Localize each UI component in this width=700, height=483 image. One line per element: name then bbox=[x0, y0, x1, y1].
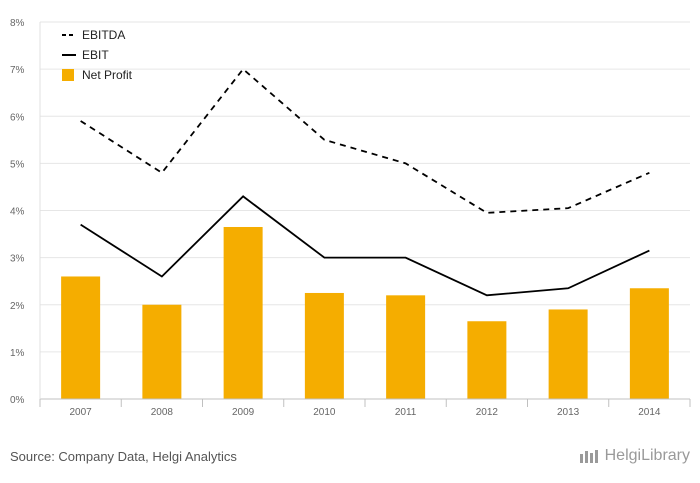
bar bbox=[223, 226, 263, 399]
bar bbox=[61, 276, 101, 399]
y-tick-label: 2% bbox=[10, 301, 25, 312]
x-tick-label: 2008 bbox=[151, 407, 174, 418]
y-tick-label: 7% bbox=[10, 65, 25, 76]
line-series bbox=[80, 67, 650, 297]
x-tick-label: 2012 bbox=[476, 407, 499, 418]
grid bbox=[40, 21, 690, 353]
y-tick-label: 8% bbox=[10, 18, 25, 29]
x-tick-label: 2013 bbox=[557, 407, 580, 418]
bar bbox=[548, 309, 588, 399]
line-ebitda bbox=[80, 67, 650, 214]
y-tick-label: 1% bbox=[10, 348, 25, 359]
y-tick-label: 0% bbox=[10, 395, 25, 406]
bar bbox=[467, 321, 507, 399]
x-tick-label: 2007 bbox=[70, 407, 93, 418]
bar bbox=[142, 304, 182, 399]
brand-logo: HelgiLibrary bbox=[579, 447, 690, 465]
y-tick-label: 6% bbox=[10, 112, 25, 123]
y-tick-label: 4% bbox=[10, 207, 25, 218]
library-icon bbox=[579, 450, 598, 463]
y-tick-label: 3% bbox=[10, 254, 25, 265]
legend-label: EBITDA bbox=[82, 28, 125, 42]
bar bbox=[304, 292, 344, 399]
brand-name: HelgiLibrary bbox=[604, 447, 690, 464]
bar bbox=[629, 288, 669, 399]
legend-label: Net Profit bbox=[82, 68, 133, 82]
bar bbox=[386, 295, 426, 399]
y-axis: 0% 1% 2% 3% 4% 5% 6% 7% 8% bbox=[10, 18, 25, 406]
x-tick-label: 2011 bbox=[395, 407, 417, 418]
x-tick-label: 2010 bbox=[313, 407, 336, 418]
legend: EBITDA EBIT Net Profit bbox=[62, 28, 133, 82]
y-tick-label: 5% bbox=[10, 159, 25, 170]
legend-label: EBIT bbox=[82, 48, 109, 62]
line-ebit bbox=[80, 195, 650, 297]
x-tick-label: 2009 bbox=[232, 407, 255, 418]
legend-symbol bbox=[62, 69, 74, 81]
bar-series-net-profit bbox=[61, 226, 669, 399]
source-note: Source: Company Data, Helgi Analytics bbox=[10, 449, 237, 464]
x-axis: 2007 2008 2009 2010 2011 2012 2013 2014 bbox=[39, 22, 691, 418]
x-tick-label: 2014 bbox=[638, 407, 661, 418]
